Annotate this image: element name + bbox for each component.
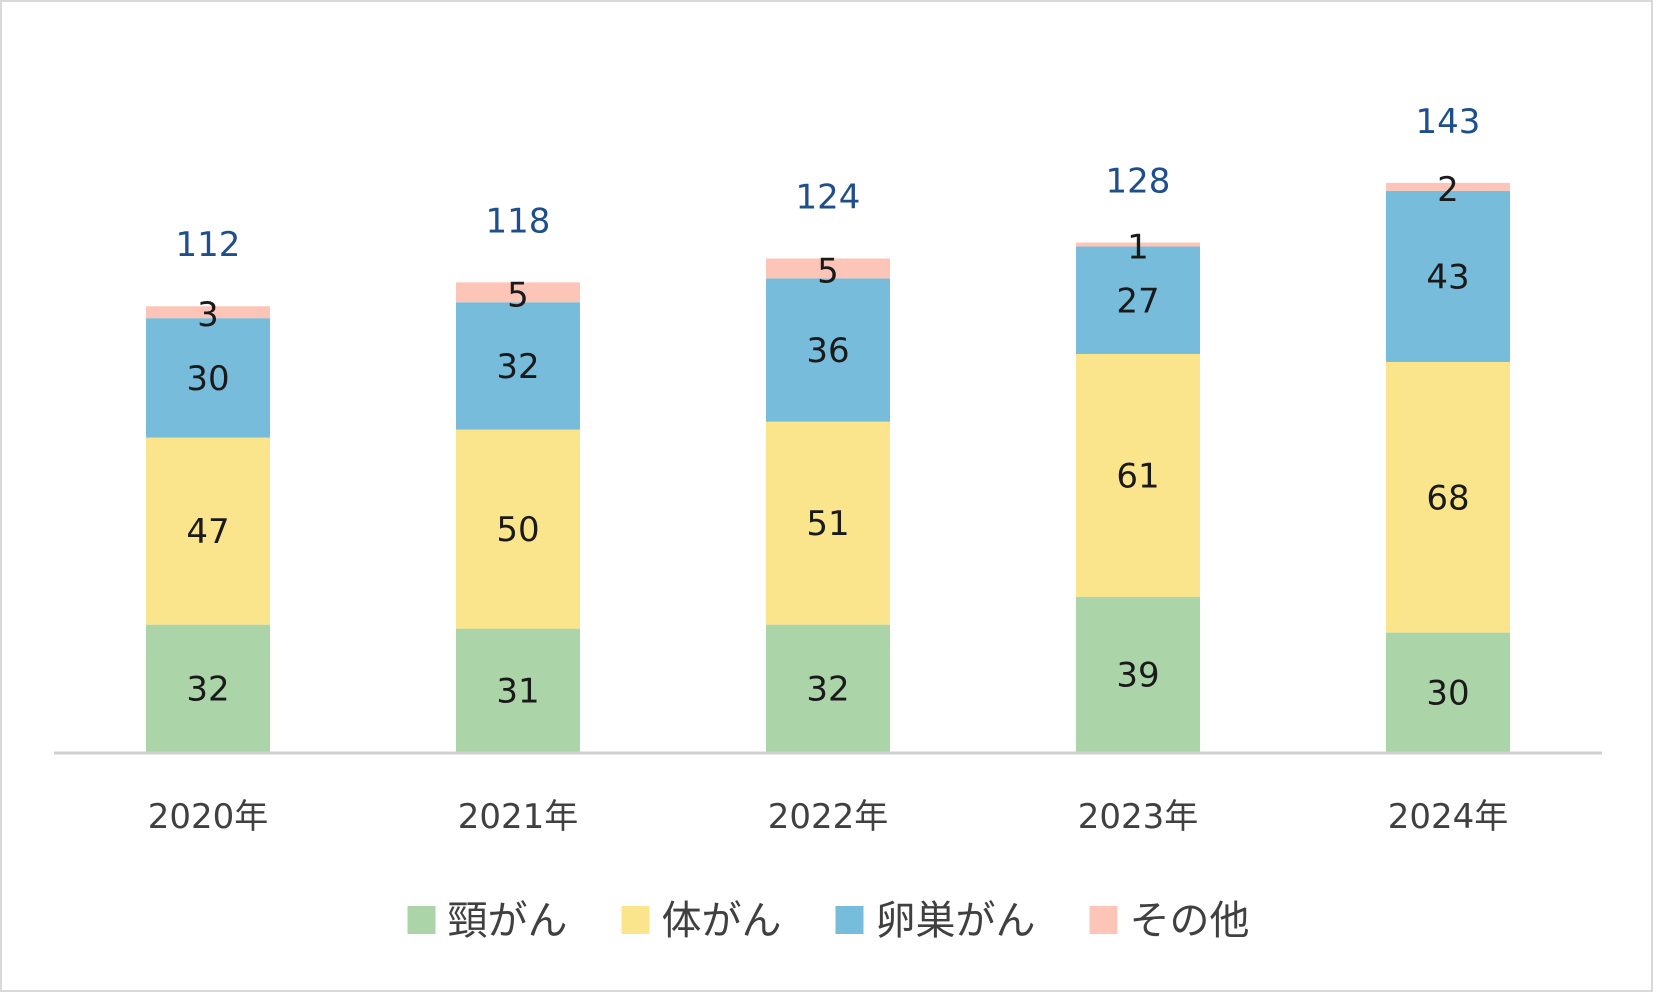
bar-segment: [456, 282, 580, 303]
legend-swatch: [407, 906, 436, 934]
x-tick-label: 2024年: [1388, 797, 1509, 837]
data-label: 31: [496, 671, 539, 711]
data-label: 5: [507, 275, 529, 315]
legend-swatch: [835, 906, 864, 934]
x-tick-label: 2020年: [148, 797, 269, 837]
bar-segment: [146, 318, 270, 438]
legend-label: 卵巣がん: [876, 898, 1036, 944]
bar-segment: [1386, 190, 1510, 362]
bar-segment: [766, 258, 890, 279]
data-label: 36: [806, 331, 849, 371]
data-label: 30: [186, 359, 229, 399]
data-label: 2: [1437, 170, 1459, 210]
data-label: 30: [1426, 673, 1469, 713]
data-label: 3: [197, 295, 219, 335]
bar-segment: [1076, 354, 1200, 597]
data-label: 50: [496, 510, 539, 550]
bar-segment: [766, 421, 890, 625]
bar-segment: [146, 437, 270, 625]
data-label: 47: [186, 512, 229, 552]
data-label: 5: [817, 251, 839, 291]
total-label: 143: [1416, 102, 1481, 142]
bar-segment: [766, 278, 890, 422]
data-label: 51: [806, 504, 849, 544]
data-label: 39: [1116, 655, 1159, 695]
legend-label: その他: [1130, 898, 1250, 944]
bar-segment: [146, 306, 270, 319]
legend-swatch: [621, 906, 650, 934]
bar-segment: [1386, 632, 1510, 752]
bar-segment: [1076, 596, 1200, 752]
data-label: 1: [1127, 228, 1149, 268]
bar-segment: [766, 624, 890, 752]
data-label: 32: [496, 347, 539, 387]
bar-segment: [456, 628, 580, 752]
data-label: 61: [1116, 456, 1159, 496]
x-tick-label: 2023年: [1078, 797, 1199, 837]
bar-segment: [146, 624, 270, 752]
bar-segment: [1386, 361, 1510, 633]
x-tick-label: 2022年: [768, 797, 889, 837]
data-label: 32: [186, 669, 229, 709]
data-label: 43: [1426, 257, 1469, 297]
data-label: 32: [806, 669, 849, 709]
total-label: 112: [176, 225, 241, 265]
total-label: 128: [1106, 162, 1171, 202]
bar-segment: [1076, 242, 1200, 247]
legend-label: 体がん: [662, 898, 782, 944]
x-tick-label: 2021年: [458, 797, 579, 837]
bar-segment: [456, 302, 580, 430]
total-label: 118: [486, 201, 551, 241]
bar-segment: [1076, 246, 1200, 354]
legend-swatch: [1089, 906, 1118, 934]
bar-segment: [456, 429, 580, 629]
legend-label: 頸がん: [448, 898, 568, 944]
bar-segment: [1386, 182, 1510, 191]
data-label: 68: [1426, 478, 1469, 518]
total-label: 124: [796, 177, 861, 217]
data-label: 27: [1116, 281, 1159, 321]
